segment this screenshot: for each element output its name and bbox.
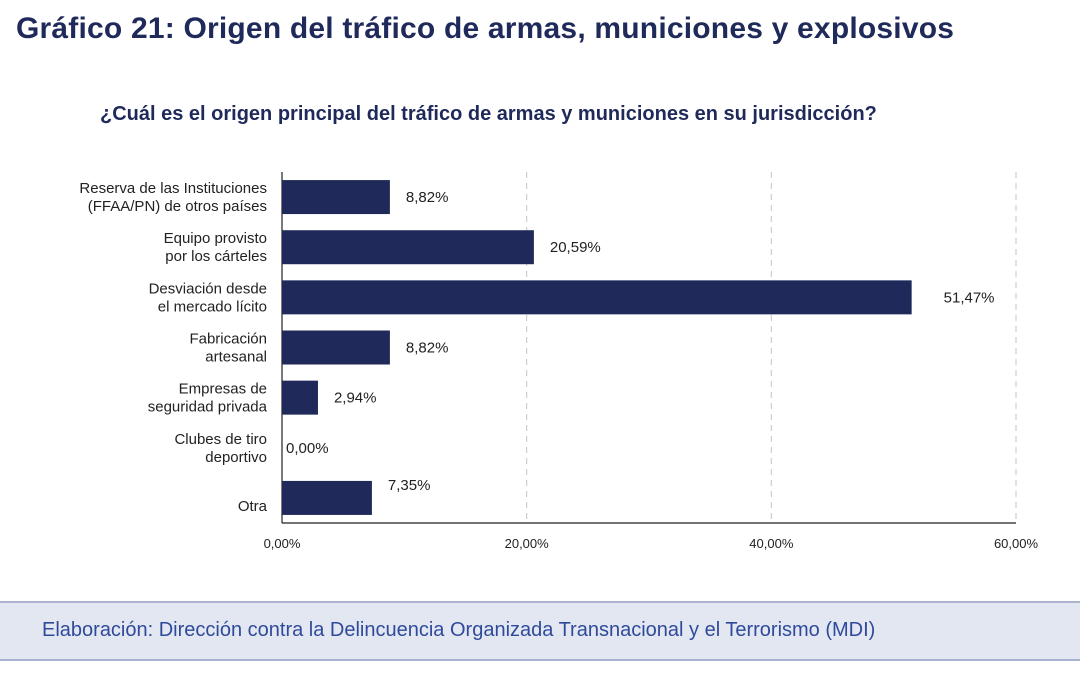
bar [282, 480, 372, 515]
data-label: 20,59% [550, 239, 601, 256]
category-label: Desviación desde el mercado lícito [149, 280, 267, 315]
page-title: Gráfico 21: Origen del tráfico de armas,… [16, 12, 955, 45]
data-label: 8,82% [406, 189, 449, 206]
source-footer: Elaboración: Dirección contra la Delincu… [0, 601, 1080, 661]
x-tick-label: 0,00% [264, 536, 301, 551]
bar-chart: 0,00% 20,00% 40,00% 60,00% 8,82% Reserva de l… [79, 172, 1039, 551]
category-label: Equipo provisto por los cárteles [164, 230, 267, 265]
category-label: Clubes de tiro deportivo [174, 431, 267, 466]
category-label: Fabricación artesanal [189, 331, 267, 366]
data-label: 0,00% [286, 440, 329, 457]
source-note: Elaboración: Dirección contra la Delincu… [42, 619, 876, 641]
bar [282, 380, 318, 415]
category-label: Otra [238, 498, 268, 515]
x-tick-label: 60,00% [994, 536, 1039, 551]
bar [282, 230, 534, 265]
chart-panel [0, 68, 1080, 580]
data-label: 7,35% [388, 477, 431, 494]
data-label: 8,82% [406, 340, 449, 357]
data-label: 51,47% [944, 289, 995, 306]
category-label: Empresas de seguridad privada [148, 381, 268, 416]
x-tick-label: 40,00% [749, 536, 794, 551]
bar [282, 180, 390, 215]
data-label: 2,94% [334, 390, 377, 407]
x-tick-label: 20,00% [505, 536, 550, 551]
chart-title: ¿Cuál es el origen principal del tráfico… [100, 103, 877, 125]
bar [282, 330, 390, 365]
category-label: Reserva de las Instituciones (FFAA/PN) de… [79, 180, 267, 215]
bar [282, 280, 912, 315]
